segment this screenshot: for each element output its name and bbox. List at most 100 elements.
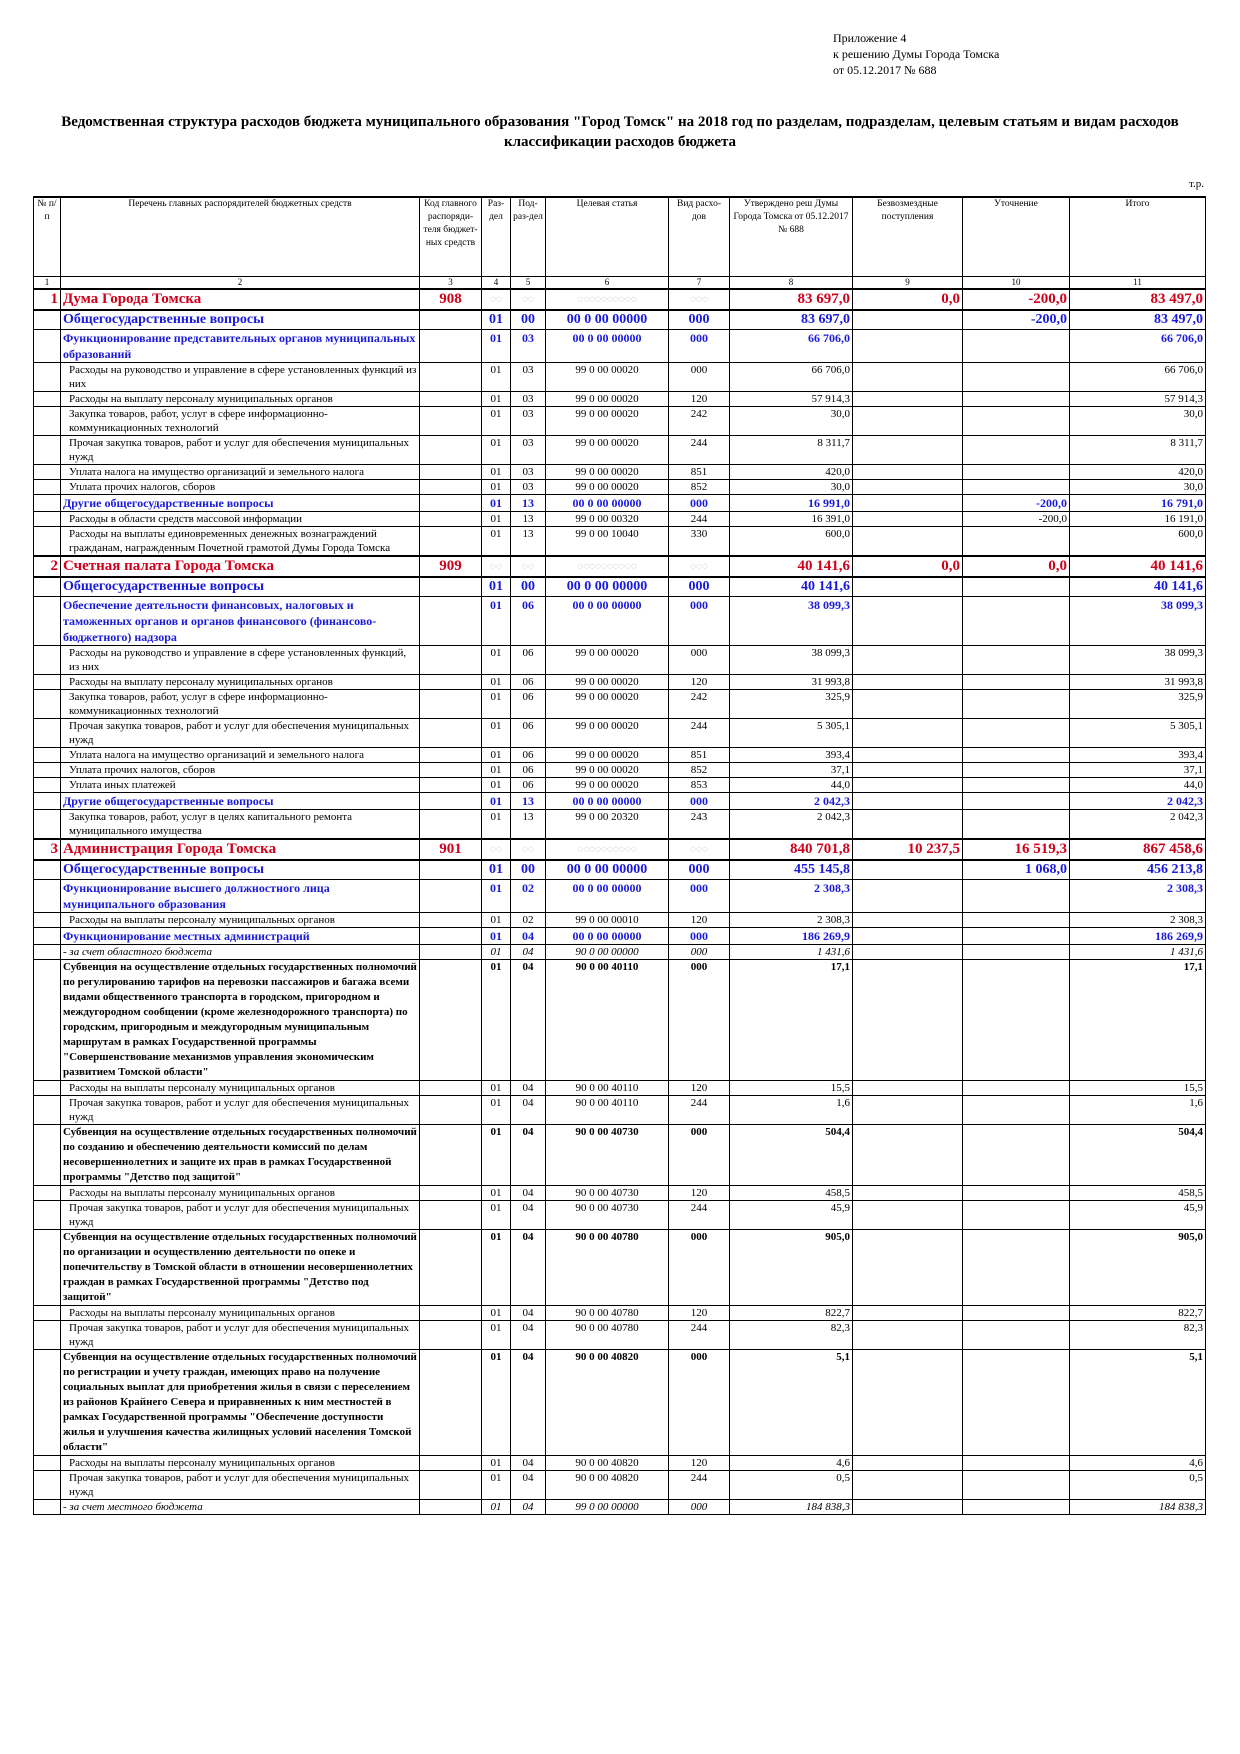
approved-amount: 83 697,0 — [729, 288, 853, 311]
table-row: Закупка товаров, работ, услуг в сфере ин… — [33, 689, 1206, 719]
header-section: Раз-дел — [481, 196, 511, 277]
section-code: 01 — [481, 879, 511, 913]
expense-type-code: 000 — [668, 859, 730, 880]
free-receipts-amount — [852, 1080, 963, 1096]
expense-type-code: 852 — [668, 762, 730, 778]
expense-type-code: 000 — [668, 959, 730, 1081]
row-number — [33, 1305, 61, 1321]
agency-code — [419, 762, 482, 778]
target-article-code: 90 0 00 40730 — [545, 1200, 669, 1230]
section-row: Общегосударственные вопросы 01 00 00 0 00 0… — [33, 576, 1206, 597]
target-article-code: 99 0 00 00020 — [545, 435, 669, 465]
adjustment-amount — [962, 1095, 1070, 1125]
free-receipts-amount: 10 237,5 — [852, 838, 963, 861]
section-code: 01 — [481, 362, 511, 392]
item-name: Расходы на выплату персоналу муниципальн… — [60, 674, 420, 690]
section-code: 01 — [481, 1124, 511, 1186]
total-amount: 66 706,0 — [1069, 362, 1206, 392]
target-article-code: 99 0 00 00010 — [545, 912, 669, 928]
total-amount: 458,5 — [1069, 1185, 1206, 1201]
item-name: Уплата налога на имущество организаций и… — [60, 464, 420, 480]
section-code: 01 — [481, 329, 511, 363]
adjustment-amount — [962, 747, 1070, 763]
agency-code — [419, 1499, 482, 1515]
free-receipts-amount — [852, 526, 963, 557]
target-article-code: 99 0 00 00020 — [545, 362, 669, 392]
section-code: 01 — [481, 1095, 511, 1125]
annex-line-2: к решению Думы Города Томска — [833, 47, 1000, 61]
expense-type-code: 851 — [668, 747, 730, 763]
target-article-code: 99 0 00 00020 — [545, 645, 669, 675]
expense-type-code: 000 — [668, 1499, 730, 1515]
adjustment-amount — [962, 1320, 1070, 1350]
adjustment-amount — [962, 1185, 1070, 1201]
agency-code — [419, 1455, 482, 1471]
header-approved: Утверждено реш Думы Города Томска от 05.… — [729, 196, 853, 277]
agency-code — [419, 576, 482, 597]
table-row: Уплата налога на имущество организаций и… — [33, 747, 1206, 763]
total-amount: 504,4 — [1069, 1124, 1206, 1186]
free-receipts-amount — [852, 879, 963, 913]
column-number: 4 — [481, 276, 511, 290]
section-code: 01 — [481, 1185, 511, 1201]
row-number — [33, 1349, 61, 1456]
total-amount: 1 431,6 — [1069, 944, 1206, 960]
expense-type-code: 000 — [668, 329, 730, 363]
item-name: Расходы на руководство и управление в сф… — [60, 362, 420, 392]
subsection-code: 06 — [510, 762, 546, 778]
free-receipts-amount — [852, 859, 963, 880]
expense-type-code: 120 — [668, 1185, 730, 1201]
approved-amount: 40 141,6 — [729, 576, 853, 597]
row-number — [33, 809, 61, 840]
expense-type-code: 120 — [668, 1305, 730, 1321]
free-receipts-amount — [852, 777, 963, 793]
agency-row: 1 Дума Города Томска 908 ◌◌ ◌◌ ◌◌◌◌◌◌◌◌◌◌ ◌◌◌ 8… — [33, 288, 1206, 311]
adjustment-amount — [962, 944, 1070, 960]
agency-code — [419, 479, 482, 495]
approved-amount: 2 308,3 — [729, 879, 853, 913]
agency-code — [419, 1229, 482, 1306]
target-article-code: 90 0 00 40780 — [545, 1305, 669, 1321]
expense-type-code: 000 — [668, 596, 730, 646]
free-receipts-amount — [852, 1499, 963, 1515]
item-name: Уплата налога на имущество организаций и… — [60, 747, 420, 763]
approved-amount: 186 269,9 — [729, 927, 853, 945]
table-row: Прочая закупка товаров, работ и услуг дл… — [33, 1200, 1206, 1230]
expense-type-code: 244 — [668, 511, 730, 527]
approved-amount: 5 305,1 — [729, 718, 853, 748]
item-name: Расходы на выплаты единовременных денежн… — [60, 526, 420, 557]
adjustment-amount — [962, 1349, 1070, 1456]
total-amount: 44,0 — [1069, 777, 1206, 793]
header-row: № п/п Перечень главных распорядителей бю… — [33, 196, 1206, 277]
approved-amount: 455 145,8 — [729, 859, 853, 880]
row-number — [33, 777, 61, 793]
row-number — [33, 1470, 61, 1500]
adjustment-amount: 16 519,3 — [962, 838, 1070, 861]
subsection-code: 00 — [510, 859, 546, 880]
expense-type-code: 000 — [668, 576, 730, 597]
subsection-code: 04 — [510, 1229, 546, 1306]
row-number — [33, 1095, 61, 1125]
subsection-code: 06 — [510, 674, 546, 690]
adjustment-amount — [962, 809, 1070, 840]
column-number-row: 1 2 3 4 5 6 7 8 9 10 11 — [33, 276, 1206, 290]
adjustment-amount — [962, 718, 1070, 748]
target-article-code: 99 0 00 00020 — [545, 674, 669, 690]
expense-type-code: 000 — [668, 1349, 730, 1456]
free-receipts-amount — [852, 747, 963, 763]
subsection-row: Обеспечение деятельности финансовых, нал… — [33, 596, 1206, 646]
agency-code — [419, 809, 482, 840]
agency-code — [419, 362, 482, 392]
row-number — [33, 762, 61, 778]
approved-amount: 45,9 — [729, 1200, 853, 1230]
section-code: 01 — [481, 479, 511, 495]
expense-type-code: 243 — [668, 809, 730, 840]
table-row: Закупка товаров, работ, услуг в сфере ин… — [33, 406, 1206, 436]
adjustment-amount — [962, 464, 1070, 480]
target-article-code: 99 0 00 00020 — [545, 479, 669, 495]
total-amount: 83 497,0 — [1069, 288, 1206, 311]
header-no: № п/п — [33, 196, 61, 277]
table-row: Расходы на выплаты персоналу муниципальн… — [33, 1185, 1206, 1201]
free-receipts-amount — [852, 809, 963, 840]
expense-type-code: 120 — [668, 912, 730, 928]
